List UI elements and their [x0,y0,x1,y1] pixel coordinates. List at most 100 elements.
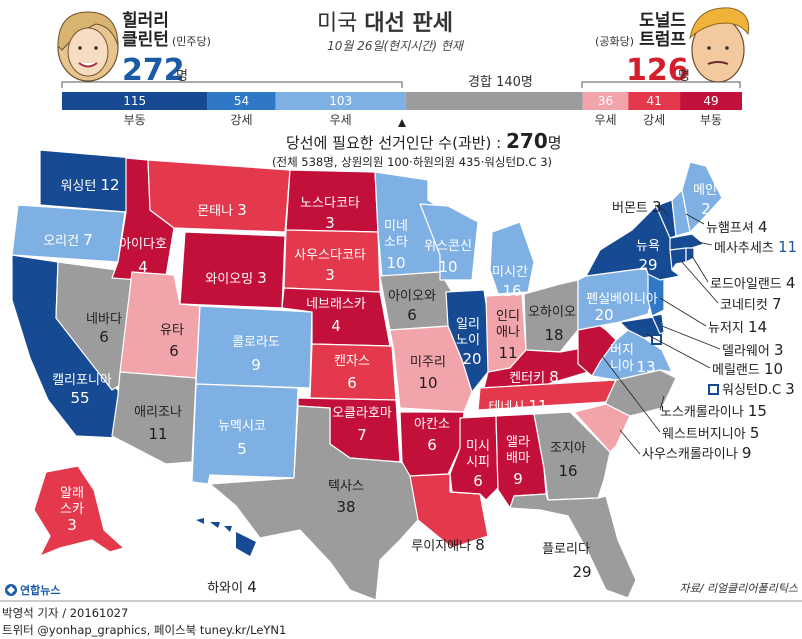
label-fl-ev: 29 [572,563,591,581]
label-ia-name: 아이오와 [388,289,436,304]
label-nv-name: 네바다 [86,312,122,327]
state-wi [419,203,479,281]
label-mi-ev: 16 [502,282,521,300]
label-id-ev: 4 [138,258,148,276]
label-wa: 워싱턴 12 [60,176,119,194]
bar-segment-lean_rep [582,92,629,110]
label-mt: 몬태나 3 [197,201,247,219]
majority-needed: 당선에 필요한 선거인단 수(과반) : 270명 [286,129,562,153]
callout-ri: 로드아일랜드 4 [710,274,795,292]
label-wi-name: 위스콘신 [424,239,472,254]
label-me-name: 메인 [693,183,717,198]
label-ut-name: 유타 [160,323,184,338]
label-wi-ev: 10 [438,258,457,276]
label-me-ev: 2 [701,200,711,218]
callout-vt: 버몬트 3 [612,198,662,216]
label-ia-ev: 6 [407,306,417,324]
state-ma [669,233,705,251]
label-fl-name: 플로리다 [542,542,590,557]
bar-segment-lean_dem [275,92,406,110]
label-nv-ev: 6 [99,328,109,346]
label-ky: 켄터키 8 [509,368,559,386]
label-co-name: 콜로라도 [232,335,280,350]
label-ms-ev: 6 [473,472,483,490]
bar-value-likely_dem: 54 [234,94,249,108]
clinton-name-line1: 힐러리 [122,10,169,31]
clinton-portrait [57,11,119,82]
bar-segment-likely_rep [628,92,681,110]
callout-nj: 뉴저지 14 [708,318,767,336]
dc-legend-marker [708,384,719,395]
label-mo-ev: 10 [418,374,437,392]
byline: 박영석 기자 / 20161027 [2,606,128,620]
callout-labels: 버몬트 3 뉴햄프셔 4 메사추세츠 11 로드아일랜드 4 코네티컷 7 뉴저… [612,198,797,462]
label-ak-ev: 3 [67,516,77,534]
bar-value-lean_rep: 36 [598,94,613,108]
label-la: 루이지애나 8 [411,536,485,554]
state-il [445,289,491,393]
bar-label-solid_rep: 부동 [700,113,722,127]
yonhap-logo: 연합뉴스 [5,583,60,597]
logo-text: 연합뉴스 [20,583,60,597]
label-nm-ev: 5 [237,440,247,458]
state-fl [509,493,637,599]
trump-votes-unit: 명 [678,69,690,84]
label-va-ev: 13 [636,358,655,376]
bar-label-lean_dem: 우세 [330,113,352,127]
label-ca-ev: 55 [70,389,89,407]
callout-leaders [601,206,721,455]
label-ga-ev: 16 [558,462,577,480]
bar-value-solid_dem: 115 [123,94,146,108]
label-tx-name: 텍사스 [328,479,364,494]
label-oh-ev: 18 [544,326,563,344]
state-mi [489,221,535,295]
clinton-name-line2: 클린턴 [122,30,169,50]
label-ms-name: 미시 시피 [466,439,490,470]
state-wy [179,231,286,309]
label-al-name: 앨라 배마 [506,435,530,466]
callout-sc: 사우스캐롤라이나 9 [642,444,751,462]
label-ny-ev: 29 [638,256,657,274]
state-nm [191,383,299,485]
label-sd-ev: 3 [325,266,335,284]
label-az-name: 애리조나 [134,405,182,420]
state-ak [33,465,125,557]
us-states [11,149,723,601]
label-ks-ev: 6 [347,374,357,392]
tossup-total: 경합 140명 [468,75,533,90]
electoral-vote-bar: 115 부동 54 강세 103 우세 36 우세 41 강세 49 부동 [62,92,742,127]
state-de [651,313,665,335]
label-in-ev: 11 [498,344,517,362]
bar-label-likely_rep: 강세 [643,113,665,127]
label-ak-name: 알래 스카 [60,486,84,517]
state-ri [685,247,695,263]
label-pa-ev: 20 [594,306,613,324]
callout-nh: 뉴햄프셔 4 [706,218,768,236]
bar-value-lean_dem: 103 [329,94,352,108]
state-me [681,161,723,233]
clinton-votes-unit: 명 [176,69,188,84]
majority-marker [398,119,406,127]
social-links: 트위터 @yonhap_graphics, 페이스북 tuney.kr/LeYN… [2,623,286,637]
trump-name-line1: 도널드 [639,11,686,31]
label-ks-name: 캔자스 [334,354,370,369]
label-oh-name: 오하이오 [528,305,576,320]
as-of-date: 10월 26일(현지시간) 현재 [327,39,465,53]
label-mn-ev: 10 [386,254,405,272]
bar-segment-likely_dem [207,92,276,110]
label-nd-name: 노스다코타 [300,196,360,211]
trump-party: (공화당) [595,35,634,48]
label-in-name: 인디 애나 [496,309,520,340]
label-ne-name: 네브래스카 [306,297,366,312]
callout-wv: 웨스트버지니아 5 [662,424,759,442]
label-al-ev: 9 [513,470,523,488]
callout-ct: 코네티컷 7 [720,295,782,313]
label-ca-name: 캘리포니아 [52,373,112,388]
label-il-name: 일리 노이 [456,317,480,348]
bar-value-likely_rep: 41 [647,94,662,108]
dem-bracket [61,81,403,88]
label-ar-name: 아칸소 [414,417,450,432]
clinton-party: (민주당) [172,35,211,48]
label-nd-ev: 3 [325,214,335,232]
